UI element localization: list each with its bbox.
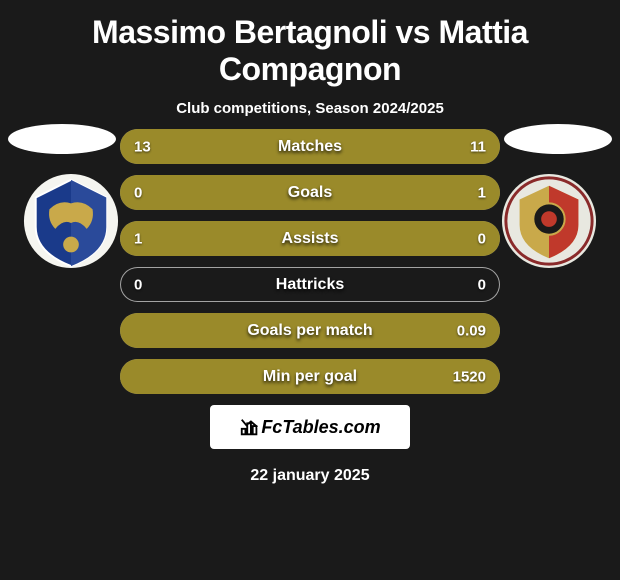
stat-label: Goals <box>288 184 332 202</box>
stat-label: Hattricks <box>276 276 344 294</box>
value-left: 0 <box>134 184 142 201</box>
stat-label: Matches <box>278 138 342 156</box>
chart-icon <box>239 416 261 438</box>
stat-row-hattricks: 0 0 Hattricks <box>120 267 500 302</box>
value-left: 0 <box>134 276 142 293</box>
stat-label: Goals per match <box>247 322 372 340</box>
value-left: 1 <box>134 230 142 247</box>
date-text: 22 january 2025 <box>0 449 620 503</box>
comparison-title: Massimo Bertagnoli vs Mattia Compagnon <box>0 0 620 96</box>
stat-row-goals: 0 1 Goals <box>120 175 500 210</box>
value-right: 0 <box>478 276 486 293</box>
stat-label: Min per goal <box>263 368 357 386</box>
stat-row-matches: 13 11 Matches <box>120 129 500 164</box>
value-right: 1 <box>478 184 486 201</box>
value-right: 0.09 <box>457 322 486 339</box>
value-right: 0 <box>478 230 486 247</box>
player-left-marker <box>8 124 116 154</box>
comparison-subtitle: Club competitions, Season 2024/2025 <box>0 96 620 129</box>
club-crest-left <box>22 172 120 270</box>
stat-row-goals-per-match: 0.09 Goals per match <box>120 313 500 348</box>
stat-row-assists: 1 0 Assists <box>120 221 500 256</box>
stat-row-min-per-goal: 1520 Min per goal <box>120 359 500 394</box>
stat-label: Assists <box>282 230 339 248</box>
value-left: 13 <box>134 138 151 155</box>
club-crest-right <box>500 172 598 270</box>
watermark-badge: FcTables.com <box>210 405 410 449</box>
value-right: 1520 <box>453 368 486 385</box>
value-right: 11 <box>470 138 486 155</box>
player-right-marker <box>504 124 612 154</box>
watermark-text: FcTables.com <box>261 417 380 438</box>
